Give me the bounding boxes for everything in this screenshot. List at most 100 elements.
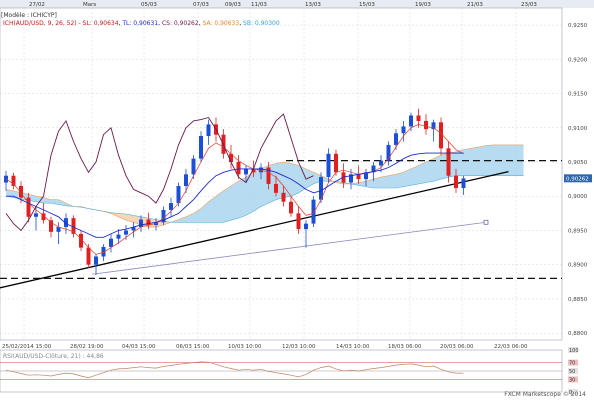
candle-body — [364, 172, 368, 180]
top-date-label: 15/03 — [359, 2, 375, 8]
candle-body — [251, 168, 256, 173]
candle-body — [266, 167, 271, 184]
last-price-tag — [564, 174, 592, 183]
candle-body — [161, 209, 166, 223]
time-tick-label: 18/03 06:00 — [388, 344, 422, 350]
cloud-segment — [298, 165, 306, 193]
senkou-span-b-line — [5, 175, 524, 223]
candle-body — [461, 178, 466, 189]
candle-body — [296, 213, 301, 230]
candle-body — [131, 227, 136, 231]
candle-body — [311, 199, 316, 224]
rsi-scale-label: 100 — [569, 348, 579, 354]
rsi-line — [5, 361, 464, 379]
cloud-segment — [418, 162, 426, 184]
cloud-segment — [426, 158, 434, 183]
rsi-scale-tag — [568, 376, 578, 383]
candle-body — [454, 175, 458, 189]
price-tick-label: 0,9050 — [568, 160, 588, 166]
cloud-segment — [231, 181, 239, 221]
candle-body — [94, 256, 98, 265]
candle-body — [371, 165, 376, 173]
top-date-label: 13/03 — [305, 2, 321, 8]
price-tick-label: 0,9250 — [568, 23, 588, 29]
candle-body — [79, 233, 83, 248]
candle-body — [64, 218, 68, 228]
candle-body — [71, 218, 76, 234]
top-date-label: 21/03 — [467, 2, 483, 8]
candle-body — [139, 219, 143, 228]
cloud-segment — [208, 196, 216, 223]
top-date-strip — [0, 0, 594, 8]
rsi-scale-label: 50 — [569, 369, 575, 375]
cloud-segment — [43, 197, 51, 204]
cloud-segment — [471, 146, 479, 176]
price-tick-label: 0,9100 — [568, 126, 588, 132]
candle-body — [116, 234, 121, 239]
candle-body — [274, 183, 278, 193]
candle-body — [19, 185, 23, 198]
top-date-label: 05/03 — [141, 2, 157, 8]
top-date-label: 27/02 — [29, 2, 45, 8]
candle-body — [326, 153, 331, 178]
cloud-segment — [126, 214, 134, 223]
candles-group — [4, 108, 466, 275]
candle-body — [191, 158, 196, 175]
legend-cs: CS: 0,90262 — [161, 20, 199, 27]
cloud-segment — [373, 177, 381, 189]
trendline — [0, 170, 509, 289]
cloud-segment — [306, 168, 314, 189]
price-tick-label: 0,8950 — [568, 228, 588, 234]
candle-body — [439, 122, 443, 149]
chikou-span-line — [5, 113, 314, 232]
candle-body — [101, 246, 106, 257]
top-date-label: 07/03 — [193, 2, 209, 8]
candle-body — [379, 160, 383, 166]
legend-sb: SB: 0,90300 — [243, 20, 280, 27]
cloud-segment — [478, 145, 486, 176]
candle-body — [184, 174, 188, 186]
time-tick-label: 10/03 10:00 — [228, 344, 262, 350]
candle-body — [169, 203, 173, 210]
candle-body — [304, 223, 308, 230]
footer-copyright: FXCM Marketscope © 2014 — [504, 391, 586, 398]
top-date-label: 19/03 — [415, 2, 431, 8]
candle-body — [199, 136, 203, 159]
cloud-segment — [6, 189, 14, 198]
cloud-segment — [433, 155, 441, 182]
price-tick-label: 0,8900 — [568, 263, 588, 269]
candle-body — [34, 213, 38, 217]
price-tick-label: 0,8850 — [568, 297, 588, 303]
time-tick-label: 14/03 10:00 — [336, 344, 370, 350]
cloud-segment — [463, 148, 471, 176]
candle-body — [26, 197, 31, 217]
cloud-segment — [336, 181, 344, 184]
cloud-segment — [193, 208, 201, 223]
rsi-scale-tag — [568, 368, 578, 374]
legend-sa: SA: 0,90633 — [202, 20, 240, 27]
candle-body — [229, 153, 233, 163]
last-price-label: 0,90262 — [566, 176, 589, 182]
candle-body — [446, 148, 451, 176]
candle-body — [424, 120, 428, 130]
price-tick-label: 0,9200 — [568, 57, 588, 63]
price-tick-label: 0,9150 — [568, 92, 588, 98]
cloud-segment — [388, 174, 396, 189]
candle-body — [431, 122, 436, 130]
cloud-segment — [216, 190, 224, 223]
cloud-segment — [223, 185, 231, 223]
candle-body — [176, 185, 181, 204]
cloud-segment — [118, 213, 126, 221]
cloud-segment — [456, 149, 464, 176]
candle-body — [11, 175, 16, 186]
rsi-scale-tag — [568, 347, 578, 353]
candle-body — [356, 174, 361, 180]
cloud-segment — [178, 216, 186, 223]
candle-body — [49, 220, 53, 232]
time-tick-label: 04/03 15:00 — [122, 344, 156, 350]
top-date-label: 09/03 — [225, 2, 241, 8]
rsi-scale-label: 0 — [569, 390, 572, 396]
cloud-segment — [366, 179, 374, 189]
